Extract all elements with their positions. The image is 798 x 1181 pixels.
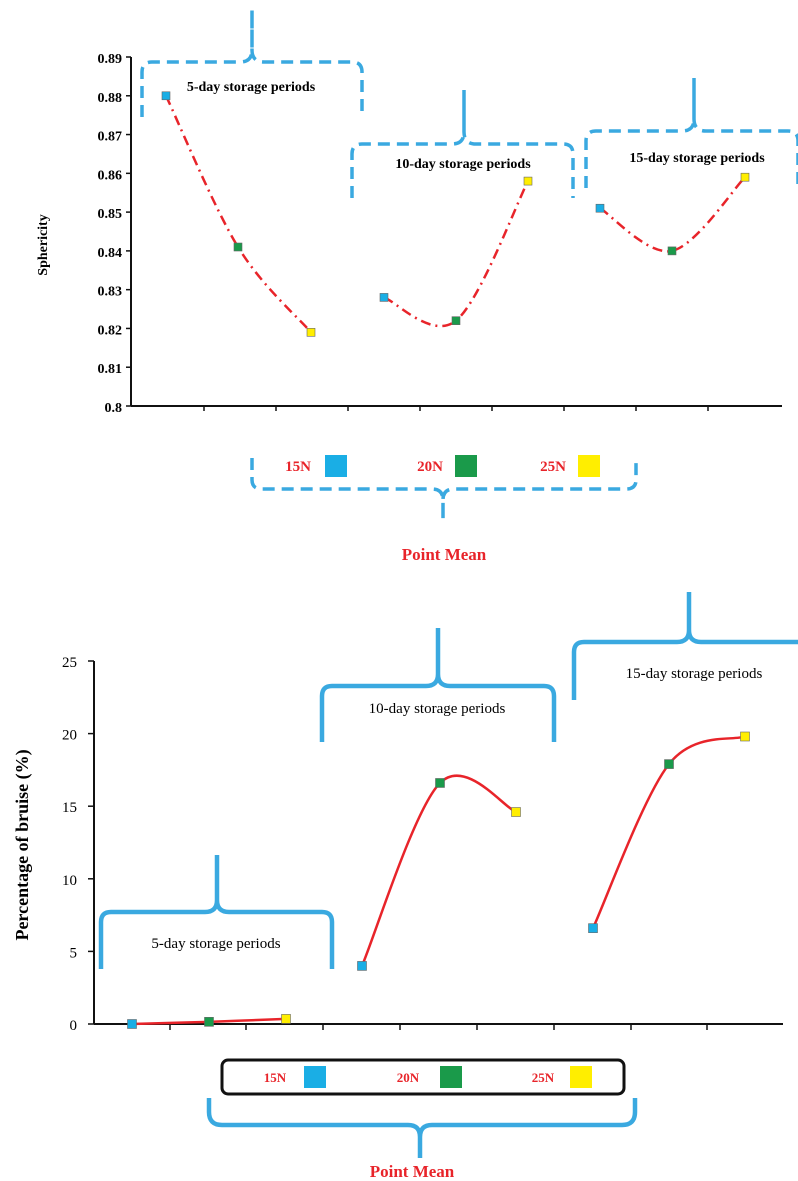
data-points [127, 731, 750, 1029]
data-point-15n [595, 203, 605, 213]
series-lines [164, 95, 746, 334]
legend-swatch-15n [325, 455, 347, 477]
data-point-20n [667, 246, 677, 256]
group-label-10-day: 10-day storage periods [395, 157, 531, 172]
brace-5-day-bottom [98, 855, 335, 969]
x-axis-label: Point Mean [402, 545, 487, 564]
y-tick-label: 15 [62, 800, 77, 816]
legend-brace [250, 458, 638, 520]
legend-swatch-25n [578, 455, 600, 477]
legend-swatch-20n [455, 455, 477, 477]
data-point-15n [379, 293, 389, 302]
legend: 15N 20N 25N [250, 455, 638, 520]
legend-label-20n: 20N [397, 1070, 420, 1085]
data-point-20n [204, 1017, 214, 1027]
y-tick-label: 25 [62, 655, 77, 671]
series-line [383, 180, 530, 328]
group-label-5-day: 5-day storage periods [151, 936, 280, 952]
legend-label-20n: 20N [417, 459, 443, 475]
data-points [161, 91, 750, 337]
y-tick-label: 0.83 [98, 285, 123, 300]
series-line [164, 95, 312, 334]
y-tick-label: 0 [70, 1018, 78, 1034]
y-tick-label: 10 [62, 873, 77, 889]
bruise-chart: 10-day storage periods 15-day storage pe… [12, 592, 798, 1181]
legend-swatch-15n [304, 1066, 326, 1088]
data-point-25n [511, 807, 521, 817]
group-label-15-day: 15-day storage periods [629, 151, 765, 166]
bruise-period-braces [98, 592, 798, 969]
group-label-10-day: 10-day storage periods [369, 701, 506, 717]
y-axis-label: Sphericity [36, 214, 51, 275]
brace-15-day-top [584, 78, 798, 188]
y-tick-label: 0.8 [105, 401, 123, 416]
sphericity-chart: 5-day storage periods 10-day storage per… [36, 10, 798, 564]
y-tick-labels: 0.89 0.88 0.87 0.86 0.85 0.84 0.83 0.82 … [98, 52, 123, 416]
data-point-20n [664, 759, 674, 769]
data-point-15n [161, 91, 171, 101]
series-line [591, 735, 746, 929]
brace-5-day-top [140, 10, 364, 117]
series-line [360, 774, 517, 967]
data-point-15n [127, 1019, 137, 1029]
y-tick-label: 0.85 [98, 207, 123, 222]
data-point-15n [588, 923, 598, 933]
y-tick-label: 0.88 [98, 91, 123, 106]
data-point-25n [523, 176, 533, 186]
data-point-25n [740, 172, 750, 182]
legend-label-25n: 25N [532, 1070, 555, 1085]
data-point-20n [451, 316, 461, 325]
legend-label-15n: 15N [285, 459, 311, 475]
x-axis-label: Point Mean [370, 1162, 455, 1181]
legend-swatch-20n [440, 1066, 462, 1088]
axes [126, 56, 782, 411]
data-point-20n [233, 242, 243, 252]
y-tick-label: 20 [62, 728, 77, 744]
y-tick-label: 0.81 [98, 362, 123, 377]
y-tick-label: 0.89 [98, 52, 123, 67]
group-label-5-day: 5-day storage periods [187, 80, 316, 95]
y-tick-label: 5 [70, 945, 78, 961]
y-tick-label: 0.87 [98, 130, 123, 145]
legend-swatch-25n [570, 1066, 592, 1088]
data-point-20n [435, 778, 445, 788]
brace-10-day-top [350, 90, 575, 198]
legend-label-25n: 25N [540, 459, 566, 475]
group-label-15-day: 15-day storage periods [626, 666, 763, 682]
data-point-25n [740, 731, 750, 742]
y-tick-labels: 25 20 15 10 5 0 [62, 655, 77, 1034]
legend-brace [206, 1098, 638, 1158]
y-axis-label: Percentage of bruise (%) [12, 749, 33, 940]
sphericity-period-braces [140, 10, 798, 198]
legend-box [220, 1058, 626, 1096]
legend-label-15n: 15N [264, 1070, 287, 1085]
y-tick-label: 0.82 [98, 323, 123, 338]
data-point-25n [306, 328, 316, 337]
legend: 15N 20N 25N [206, 1058, 638, 1158]
y-tick-label: 0.84 [98, 246, 123, 261]
data-point-25n [281, 1014, 291, 1024]
y-tick-label: 0.86 [98, 168, 123, 183]
series-line [599, 176, 746, 253]
brace-10-day-bottom [319, 628, 557, 742]
data-point-15n [357, 961, 367, 971]
brace-15-day-bottom [571, 592, 798, 700]
